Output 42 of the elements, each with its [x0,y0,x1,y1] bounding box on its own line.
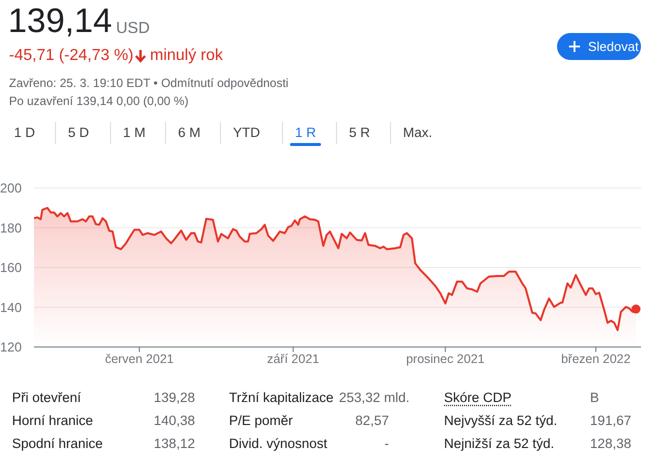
y-tick-label: 140 [0,300,22,315]
text: - [384,436,389,451]
text: Spodní hranice [12,436,103,451]
y-tick-label: 180 [0,220,22,236]
text: 6 M [178,125,201,140]
y-tick-label: 160 [0,260,22,276]
text: Skóre CDP [444,390,512,405]
x-tick-label: září 2021 [267,352,320,366]
x-tick-label: prosinec 2021 [406,352,485,366]
x-tick-label: červen 2021 [104,352,174,366]
text: 139,28 [152,390,195,405]
text: 5 D [68,125,90,140]
text: minulý rok [150,47,223,65]
y-tick-label: 120 [0,340,22,355]
x-tick-label: březen 2022 [561,352,631,366]
text: 191,67 [590,413,632,428]
chart-title: 139,14 [8,2,112,41]
text: Při otevření [12,390,82,405]
text: 5 R [349,125,370,140]
text: 1 D [14,125,36,140]
text: P/E poměr [229,413,293,428]
text: 138,12 [152,436,195,451]
text: 1 R [295,125,316,140]
text: 253,32 mld. [339,390,410,405]
text: B [590,390,600,405]
text: YTD [233,125,260,140]
text: 82,57 [354,413,389,428]
text: USD [116,20,150,38]
text: 140,38 [152,413,195,428]
text: Tržní kapitalizace [229,390,334,405]
text: -45,71 (-24,73 %) [9,47,134,65]
y-tick-label: 200 [0,180,22,196]
text: Zavřeno: 25. 3. 19:10 EDT • Odmítnutí odpovědnosti [9,76,288,90]
text: 128,38 [590,436,632,451]
text: Horní hranice [12,413,94,428]
text: Po uzavření 139,14 0,00 (0,00 %) [9,94,188,108]
text: Nejnižší za 52 týd. [444,436,554,451]
text: Sledovat [588,39,639,54]
text: Max. [403,125,432,140]
text: Nejvyšší za 52 týd. [444,413,558,428]
text: Divid. výnosnost [229,436,328,451]
text: 1 M [123,125,146,140]
